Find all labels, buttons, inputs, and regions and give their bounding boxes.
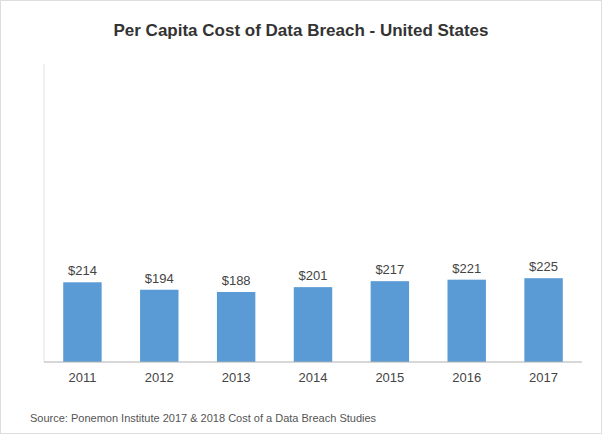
x-tick-label: 2013: [222, 370, 251, 385]
chart-svg: Per Capita Cost of Data Breach - United …: [0, 0, 602, 434]
bar: [524, 278, 562, 362]
x-tick-label: 2011: [68, 370, 96, 385]
bar: [448, 280, 486, 362]
bar: [371, 281, 409, 362]
bar: [140, 290, 178, 362]
data-label: $221: [452, 261, 481, 276]
chart-container: Per Capita Cost of Data Breach - United …: [0, 0, 602, 434]
x-tick-label: 2015: [375, 370, 404, 385]
bar: [294, 287, 332, 362]
x-axis-line: [44, 362, 582, 363]
bars: [63, 278, 563, 362]
bar: [63, 282, 101, 362]
x-tick-label: 2014: [299, 370, 328, 385]
x-tick-label: 2016: [452, 370, 481, 385]
data-label: $194: [145, 271, 174, 286]
x-tick-label: 2012: [145, 370, 174, 385]
source-note: Source: Ponemon Institute 2017 & 2018 Co…: [30, 412, 377, 424]
frame: [1, 1, 602, 434]
x-tick-label: 2017: [529, 370, 558, 385]
data-label: $225: [529, 259, 558, 274]
data-label: $217: [375, 262, 404, 277]
data-label: $214: [68, 263, 97, 278]
title: Per Capita Cost of Data Breach - United …: [113, 21, 488, 40]
data-label: $201: [299, 268, 328, 283]
data-label: $188: [222, 273, 251, 288]
y-axis-line: [44, 64, 45, 362]
bar: [217, 292, 255, 362]
